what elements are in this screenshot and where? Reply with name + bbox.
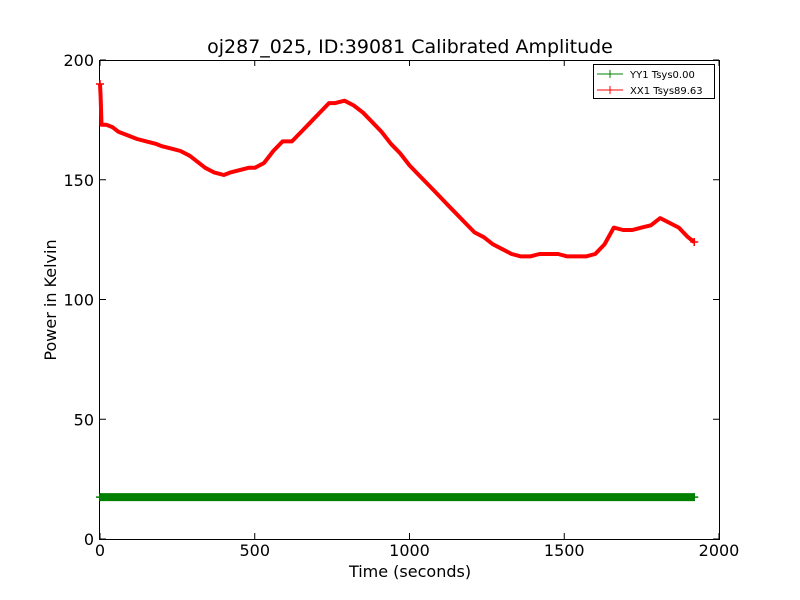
y-tick-label: 50 (74, 410, 94, 429)
series-point (96, 79, 104, 88)
series-point (96, 493, 104, 502)
series-point (690, 238, 699, 247)
x-tick-label: 2000 (699, 541, 740, 560)
series-line (98, 83, 696, 259)
legend-entry: YY1 Tsys0.00 (597, 70, 695, 81)
x-axis-title: Time (seconds) (348, 562, 471, 581)
plot-frame (99, 60, 720, 540)
y-tick-label: 200 (63, 51, 94, 70)
x-tick-label: 0 (95, 541, 105, 560)
chart-title: oj287_025, ID:39081 Calibrated Amplitude (207, 36, 613, 58)
legend: YY1 Tsys0.00 XX1 Tsys89.63 (593, 64, 715, 99)
legend-box (593, 64, 715, 99)
x-tick-label: 1500 (544, 541, 585, 560)
legend-label: XX1 Tsys89.63 (630, 86, 703, 97)
legend-entry: XX1 Tsys89.63 (597, 86, 703, 97)
x-tick-label: 1000 (389, 541, 430, 560)
y-tick-label: 150 (63, 171, 94, 190)
y-axis-title: Power in Kelvin (41, 239, 60, 360)
y-tick-label: 100 (63, 291, 94, 310)
y-tick-label: 0 (84, 530, 94, 549)
series-point (690, 493, 699, 502)
series-2 (96, 79, 699, 259)
legend-label: YY1 Tsys0.00 (629, 70, 695, 81)
series-1 (96, 493, 699, 502)
ticks-layer: 0 500 1000 1500 2000 0 50 100 150 200 (63, 51, 739, 560)
series-layer (96, 79, 699, 502)
x-tick-label: 500 (239, 541, 270, 560)
